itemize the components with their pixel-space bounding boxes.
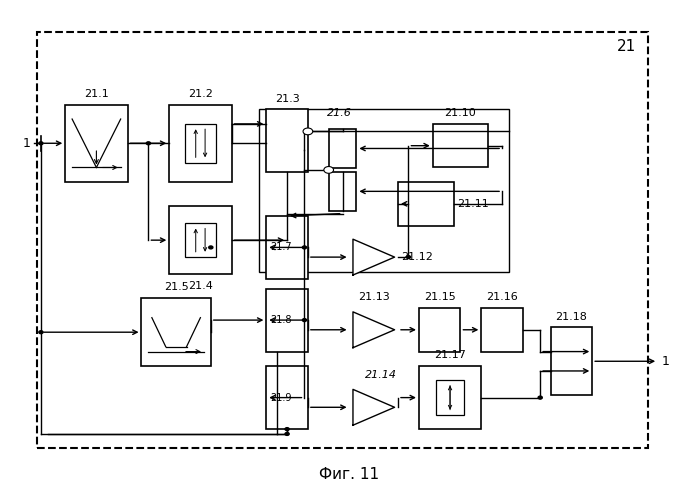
Text: 21.15: 21.15 xyxy=(424,292,456,302)
Circle shape xyxy=(209,246,213,249)
Text: Фиг. 11: Фиг. 11 xyxy=(319,467,380,482)
Text: 21.10: 21.10 xyxy=(445,108,476,118)
Bar xyxy=(266,109,308,172)
Bar xyxy=(141,298,211,366)
Text: 21.13: 21.13 xyxy=(358,292,389,302)
Text: 21.17: 21.17 xyxy=(434,350,466,360)
Bar xyxy=(185,124,216,163)
Circle shape xyxy=(303,246,306,249)
Bar xyxy=(259,109,509,271)
Bar xyxy=(419,366,481,429)
Text: 21.1: 21.1 xyxy=(84,89,109,98)
Circle shape xyxy=(146,142,150,145)
Text: 21.2: 21.2 xyxy=(188,89,213,98)
Bar xyxy=(266,216,308,279)
Polygon shape xyxy=(353,239,394,275)
Circle shape xyxy=(303,128,312,135)
Text: 21.3: 21.3 xyxy=(275,94,299,103)
Text: 21.7: 21.7 xyxy=(270,243,291,252)
Bar xyxy=(433,124,488,168)
Text: 1: 1 xyxy=(661,355,670,368)
Text: 21.14: 21.14 xyxy=(365,369,397,380)
Text: 21.16: 21.16 xyxy=(487,292,518,302)
Bar xyxy=(185,223,216,257)
Bar xyxy=(551,327,592,395)
Text: 21.9: 21.9 xyxy=(270,392,291,403)
Bar xyxy=(266,366,308,429)
Text: 21.5: 21.5 xyxy=(164,282,189,293)
Circle shape xyxy=(303,318,306,321)
Circle shape xyxy=(39,142,43,145)
Circle shape xyxy=(406,256,410,259)
Text: 21: 21 xyxy=(617,39,637,54)
Text: 21.12: 21.12 xyxy=(401,252,433,262)
Bar xyxy=(329,129,356,168)
Bar xyxy=(481,308,523,352)
Text: 21.18: 21.18 xyxy=(556,312,587,321)
Text: 1: 1 xyxy=(22,137,31,150)
Text: 21.8: 21.8 xyxy=(270,315,291,325)
Circle shape xyxy=(39,331,43,334)
Text: 21.11: 21.11 xyxy=(457,199,489,209)
Circle shape xyxy=(285,433,289,436)
Bar xyxy=(266,289,308,352)
Circle shape xyxy=(324,167,333,173)
Bar xyxy=(169,104,231,182)
Bar xyxy=(419,308,461,352)
Circle shape xyxy=(285,428,289,431)
Bar xyxy=(65,104,128,182)
Polygon shape xyxy=(353,312,394,348)
Bar xyxy=(329,172,356,211)
Bar xyxy=(436,380,464,415)
Bar xyxy=(169,206,231,274)
Bar xyxy=(38,32,648,448)
Bar xyxy=(398,182,454,225)
Text: 21.6: 21.6 xyxy=(326,108,352,118)
Polygon shape xyxy=(353,390,394,425)
Text: 21.4: 21.4 xyxy=(188,281,213,292)
Circle shape xyxy=(538,396,542,399)
